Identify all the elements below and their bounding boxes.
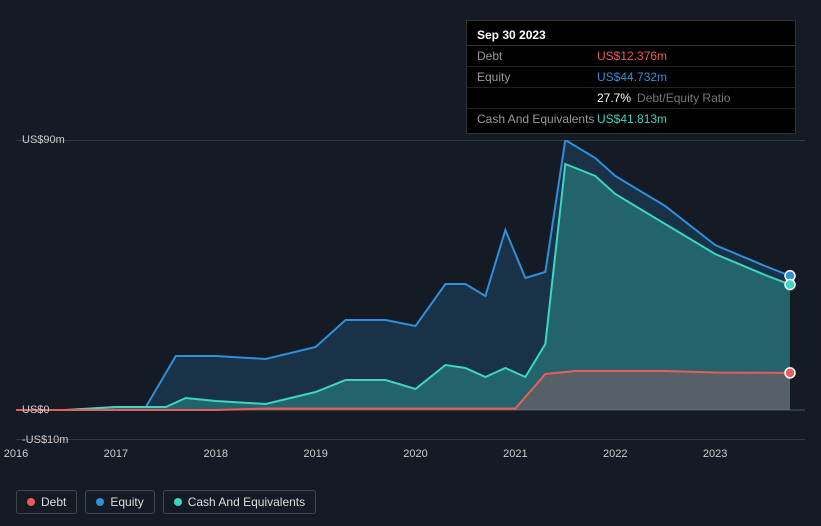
legend-item-cash-and-equivalents[interactable]: Cash And Equivalents [163, 490, 316, 514]
chart-area: US$90mUS$0-US$10m 2016201720182019202020… [16, 120, 805, 470]
chart-legend: Debt Equity Cash And Equivalents [16, 490, 316, 514]
tooltip-row: EquityUS$44.732m [467, 67, 795, 88]
x-axis-label: 2020 [403, 448, 427, 460]
x-axis-label: 2023 [703, 448, 727, 460]
legend-item-debt[interactable]: Debt [16, 490, 77, 514]
legend-dot-icon [174, 498, 182, 506]
plot-area[interactable] [16, 140, 805, 440]
tooltip-value: US$44.732m [597, 70, 667, 84]
chart-tooltip: Sep 30 2023DebtUS$12.376mEquityUS$44.732… [466, 20, 796, 134]
legend-dot-icon [27, 498, 35, 506]
x-axis-label: 2022 [603, 448, 627, 460]
x-axis-label: 2017 [104, 448, 128, 460]
tooltip-label: Equity [477, 70, 597, 84]
tooltip-value: US$12.376m [597, 49, 667, 63]
x-axis-label: 2021 [503, 448, 527, 460]
legend-label: Debt [41, 495, 66, 509]
legend-item-equity[interactable]: Equity [85, 490, 154, 514]
tooltip-label: Debt [477, 49, 597, 63]
y-axis-label: US$0 [22, 404, 50, 416]
y-axis-label: -US$10m [22, 434, 68, 446]
tooltip-row: 27.7% Debt/Equity Ratio [467, 88, 795, 109]
tooltip-row: DebtUS$12.376m [467, 46, 795, 67]
x-axis-label: 2019 [303, 448, 327, 460]
legend-label: Cash And Equivalents [188, 495, 305, 509]
tooltip-value: 27.7% [597, 91, 631, 105]
legend-label: Equity [110, 495, 143, 509]
x-axis-label: 2016 [4, 448, 28, 460]
x-axis-labels: 20162017201820192020202120222023 [16, 448, 805, 464]
legend-dot-icon [96, 498, 104, 506]
y-axis-label: US$90m [22, 134, 65, 146]
tooltip-sublabel: Debt/Equity Ratio [637, 91, 730, 105]
tooltip-label [477, 91, 597, 105]
tooltip-title: Sep 30 2023 [467, 25, 795, 46]
x-axis-label: 2018 [203, 448, 227, 460]
